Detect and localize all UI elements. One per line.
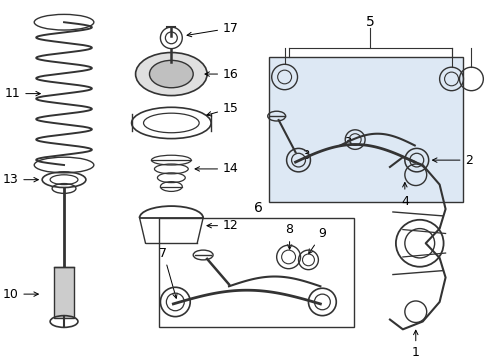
Text: 2: 2: [432, 154, 472, 167]
Text: 7: 7: [159, 247, 177, 298]
Text: 9: 9: [308, 227, 325, 254]
Bar: [159, 218, 353, 327]
Ellipse shape: [135, 53, 207, 95]
Text: 14: 14: [195, 162, 238, 175]
Text: 10: 10: [2, 288, 38, 301]
Text: 3: 3: [301, 149, 308, 162]
Text: 8: 8: [285, 223, 293, 249]
Text: 4: 4: [400, 183, 408, 208]
Text: 1: 1: [411, 330, 419, 359]
Text: 3: 3: [344, 136, 351, 149]
Text: 17: 17: [187, 22, 239, 37]
Text: 11: 11: [4, 87, 40, 100]
Text: 6: 6: [254, 201, 263, 215]
Text: 13: 13: [2, 173, 38, 186]
Text: 12: 12: [206, 219, 238, 232]
Text: 5: 5: [365, 15, 374, 29]
Text: 16: 16: [204, 68, 238, 81]
Bar: [54, 267, 74, 318]
Ellipse shape: [149, 60, 193, 88]
Bar: [268, 58, 463, 202]
Text: 15: 15: [206, 102, 239, 116]
